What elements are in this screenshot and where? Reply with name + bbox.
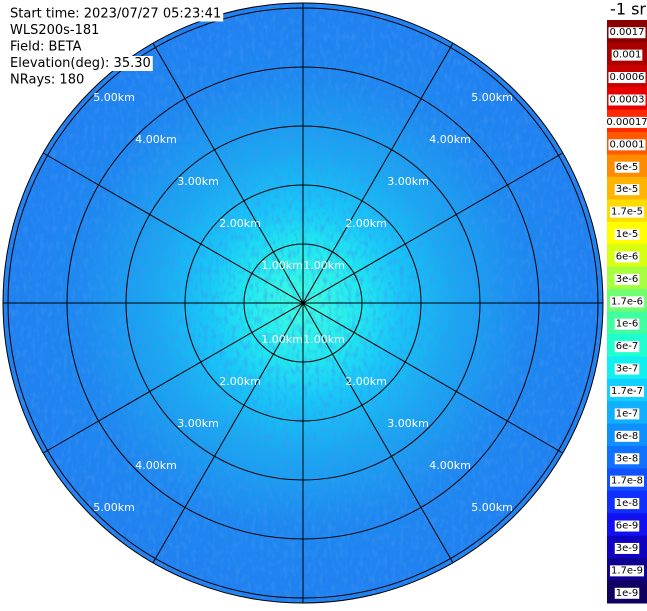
header-line: Elevation(deg): 35.30 bbox=[10, 56, 151, 71]
colorbar-label-box bbox=[614, 542, 640, 554]
header-box bbox=[8, 6, 224, 22]
range-label: 1.00km bbox=[261, 333, 303, 346]
colorbar-label-box bbox=[609, 475, 645, 487]
range-label: 3.00km bbox=[387, 417, 429, 430]
header-line: Start time: 2023/07/27 05:23:41 bbox=[10, 7, 221, 22]
range-label: 4.00km bbox=[429, 133, 471, 146]
colorbar-label-box bbox=[614, 184, 640, 196]
header-line: Field: BETA bbox=[10, 40, 82, 55]
range-label: 5.00km bbox=[93, 91, 135, 104]
colorbar-label-box bbox=[609, 206, 645, 218]
colorbar-label: 1.7e-7 bbox=[611, 386, 643, 397]
colorbar-label-box bbox=[608, 94, 646, 106]
colorbar-label-box bbox=[608, 72, 646, 84]
colorbar-label-box bbox=[609, 385, 645, 397]
colorbar-label: 3e-7 bbox=[616, 364, 639, 375]
colorbar-label: 6e-8 bbox=[616, 431, 639, 442]
range-label: 5.00km bbox=[471, 91, 513, 104]
range-label: 5.00km bbox=[93, 501, 135, 514]
colorbar-label-box bbox=[611, 49, 643, 61]
colorbar-label: 6e-7 bbox=[616, 341, 639, 352]
colorbar-label: 0.00017 bbox=[606, 117, 647, 128]
range-label: 2.00km bbox=[219, 217, 261, 230]
colorbar-label-box bbox=[605, 116, 647, 128]
range-label: 4.00km bbox=[135, 133, 177, 146]
header-box bbox=[8, 39, 84, 55]
colorbar-label: 3e-8 bbox=[616, 453, 639, 464]
colorbar-label: 3e-6 bbox=[616, 274, 639, 285]
colorbar-label: 1e-8 bbox=[616, 498, 639, 509]
colorbar-label-box bbox=[614, 229, 640, 241]
colorbar-label: 6e-9 bbox=[616, 521, 639, 532]
colorbar-label-box bbox=[614, 408, 640, 420]
colorbar-label: 1e-6 bbox=[616, 319, 639, 330]
range-label: 5.00km bbox=[471, 501, 513, 514]
colorbar-label-box bbox=[614, 498, 640, 510]
colorbar-label-box bbox=[608, 139, 646, 151]
header-line: NRays: 180 bbox=[10, 73, 84, 88]
colorbar-label: 6e-5 bbox=[616, 162, 639, 173]
range-label: 2.00km bbox=[345, 217, 387, 230]
header-line: WLS200s-181 bbox=[10, 23, 99, 38]
colorbar-label: 3e-5 bbox=[616, 184, 639, 195]
range-label: 3.00km bbox=[177, 417, 219, 430]
colorbar-label: 1e-5 bbox=[616, 229, 639, 240]
colorbar: -1 sr 0.0017 0.001 0.0006 0.0003 0.00017 0.000… bbox=[605, 0, 647, 604]
colorbar-label-box bbox=[614, 161, 640, 173]
colorbar-label: 0.0001 bbox=[610, 139, 645, 150]
colorbar-label-box bbox=[609, 296, 645, 308]
range-label: 2.00km bbox=[219, 375, 261, 388]
polar-grid bbox=[2, 2, 604, 604]
colorbar-label-box bbox=[614, 341, 640, 353]
colorbar-label-box bbox=[614, 363, 640, 375]
colorbar-label: 1.7e-9 bbox=[611, 565, 643, 576]
colorbar-label: 6e-6 bbox=[616, 251, 639, 262]
colorbar-label-box bbox=[609, 565, 645, 577]
colorbar-label-box bbox=[614, 251, 640, 263]
range-label: 1.00km bbox=[261, 259, 303, 272]
colorbar-label-box bbox=[608, 27, 646, 39]
colorbar-label-box bbox=[614, 587, 640, 599]
colorbar-label-box bbox=[614, 453, 640, 465]
colorbar-label: 0.0017 bbox=[610, 27, 645, 38]
colorbar-label: 3e-9 bbox=[616, 543, 639, 554]
range-label: 2.00km bbox=[345, 375, 387, 388]
colorbar-label-box bbox=[614, 430, 640, 442]
colorbar-label: 0.0006 bbox=[610, 72, 645, 83]
colorbar-label-box bbox=[614, 520, 640, 532]
header-box bbox=[8, 72, 87, 88]
range-label: 1.00km bbox=[303, 259, 345, 272]
colorbar-label: 1e-7 bbox=[616, 408, 639, 419]
range-label: 3.00km bbox=[177, 175, 219, 188]
header: Start time: 2023/07/27 05:23:41WLS200s-1… bbox=[8, 6, 224, 88]
colorbar-label: 1.7e-8 bbox=[611, 476, 643, 487]
colorbar-label: 0.001 bbox=[613, 50, 642, 61]
range-label: 4.00km bbox=[135, 459, 177, 472]
colorbar-label: 1e-9 bbox=[616, 588, 639, 599]
colorbar-label-box bbox=[614, 273, 640, 285]
range-label: 3.00km bbox=[387, 175, 429, 188]
range-label: 4.00km bbox=[429, 459, 471, 472]
colorbar-label: 1.7e-5 bbox=[611, 207, 643, 218]
colorbar-label: 0.0003 bbox=[610, 94, 645, 105]
colorbar-unit: -1 sr bbox=[610, 0, 646, 19]
radial-line bbox=[42, 152, 564, 454]
colorbar-label-box bbox=[614, 318, 640, 330]
range-label: 1.00km bbox=[303, 333, 345, 346]
header-box bbox=[8, 56, 153, 71]
header-box bbox=[8, 23, 102, 38]
colorbar-label: 1.7e-6 bbox=[611, 296, 643, 307]
